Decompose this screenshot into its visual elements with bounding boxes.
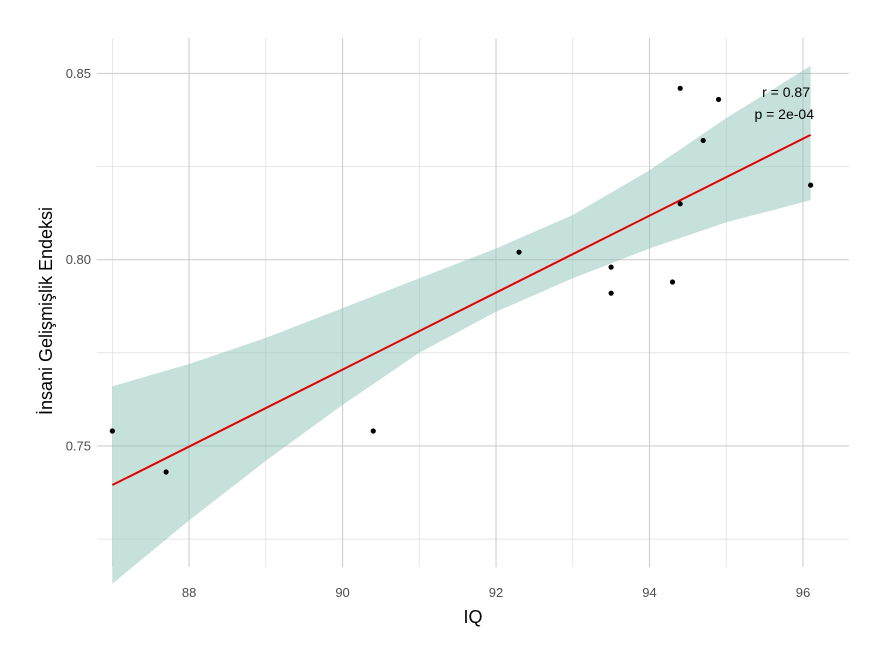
data-point [608,264,614,270]
data-point [608,290,614,296]
regression-line [111,133,812,486]
x-tick-label: 90 [335,585,349,600]
data-point [677,85,683,91]
y-tick-label: 0.75 [66,438,91,453]
regression-line-layer [111,133,812,486]
y-tick-label: 0.80 [66,252,91,267]
data-point [516,249,522,255]
data-point [669,279,676,285]
x-tick-label: 96 [796,585,810,600]
data-point [163,469,169,475]
x-axis-title: IQ [463,607,482,627]
x-tick-label: 92 [489,585,503,600]
data-point [700,137,706,144]
x-tick-label: 94 [642,585,656,600]
data-point [109,428,115,434]
y-tick-label: 0.85 [66,66,91,81]
tick-labels: 88 90 92 94 96 0.75 0.80 0.85 [66,66,811,600]
data-points [109,85,814,475]
data-point [808,182,814,188]
p-value-annotation: p = 2e-04 [754,106,814,122]
y-axis-title: İnsani Gelişmişlik Endeksi [36,207,56,415]
confidence-band-layer [112,65,811,584]
confidence-band [112,65,811,584]
x-tick-label: 88 [182,585,196,600]
correlation-annotation: r = 0.87 [762,84,810,100]
data-point [677,201,683,207]
data-point [715,96,722,103]
data-point [370,428,376,434]
